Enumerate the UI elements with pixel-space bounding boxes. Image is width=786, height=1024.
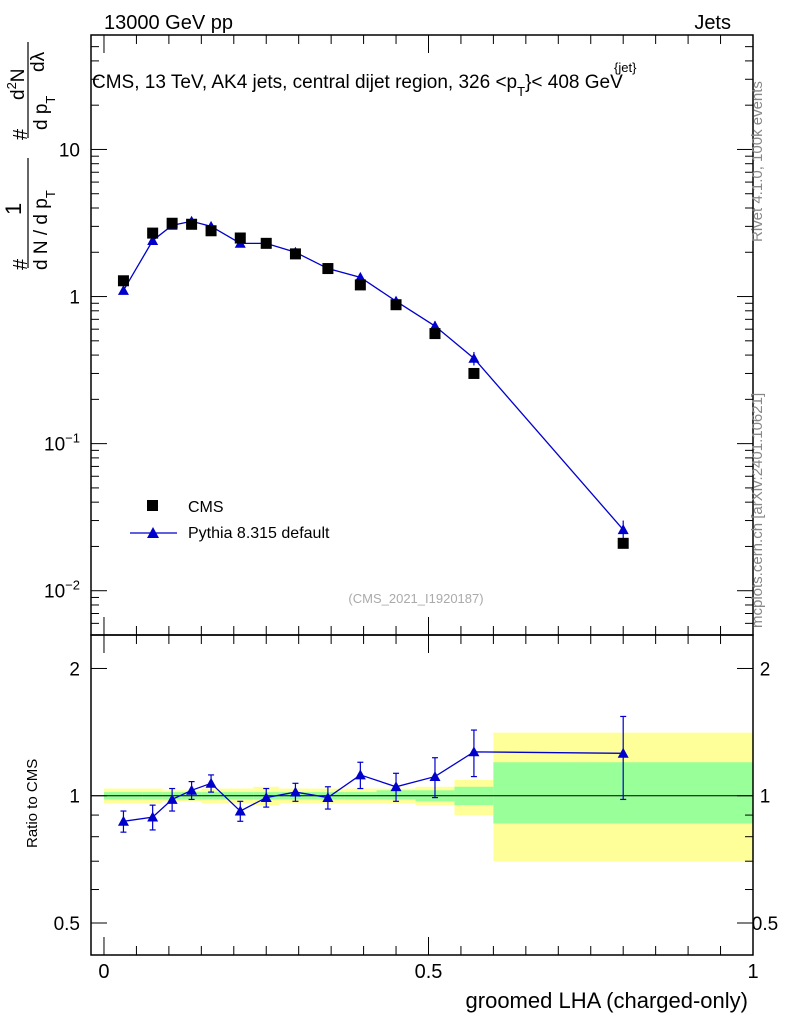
x-axis-label: groomed LHA (charged-only) (466, 988, 748, 1013)
cms-point (117, 275, 129, 287)
analysis-watermark: (CMS_2021_I1920187) (348, 591, 483, 606)
mcplots-label: mcplots.cern.ch [arXiv:2401.10621] (749, 393, 766, 628)
ylabel-d2n-sup: 2 (4, 82, 19, 89)
minor-ticks (91, 34, 753, 955)
plot-title-sup: {jet} (614, 60, 637, 75)
legend-pythia-marker (147, 527, 159, 538)
ratio-ytick-label-right: 2 (760, 659, 771, 680)
ylabel-one: 1 (1, 203, 26, 215)
top-ytick-label-base: 10 (59, 140, 80, 161)
cms-point (354, 279, 366, 291)
ratio-ytick-label-right: 0.5 (752, 914, 778, 935)
top-ytick-label-base: 10 (44, 582, 65, 603)
cms-point (234, 232, 246, 244)
cms-point (390, 299, 402, 311)
ratio-point (186, 784, 198, 795)
legend-cms-marker (147, 500, 158, 511)
cms-point (166, 217, 178, 229)
ratio-ytick-label-right: 1 (760, 787, 771, 808)
plot-title-sub: T (517, 84, 525, 99)
ratio-ytick-label-left: 0.5 (54, 914, 80, 935)
ylabel-dn: d N / d pT (31, 190, 58, 270)
ratio-uncertainty-bands (103, 732, 753, 862)
rivet-label: Rivet 4.1.0, 100k events (749, 81, 766, 242)
top-ytick-label-exp: −1 (65, 431, 80, 446)
ratio-point (117, 815, 129, 826)
top-ytick-label-base: 10 (44, 435, 65, 456)
top-ytick-label-base: 1 (69, 288, 80, 309)
ylabel-d2n: d2N (4, 68, 29, 100)
cms-point (147, 227, 159, 239)
ratio-point (147, 811, 159, 822)
ratio-point (260, 792, 272, 802)
pythia-point (117, 284, 129, 295)
legend: CMS Pythia 8.315 default (130, 499, 330, 542)
cms-point (186, 218, 198, 230)
top-plot-frame (90, 34, 754, 636)
ratio-points (117, 715, 629, 833)
ratio-point (617, 747, 629, 758)
pythia-point (429, 320, 441, 331)
ylabel-dn-main: d N / d p (31, 198, 52, 270)
ratio-point (322, 792, 334, 802)
legend-pythia-label: Pythia 8.315 default (188, 525, 330, 542)
xtick-label: 1 (747, 961, 758, 983)
ylabel-hash1: # (10, 258, 32, 270)
ratio-point (354, 769, 366, 780)
ratio-pythia-line (123, 751, 624, 822)
cms-point (260, 237, 272, 249)
pythia-points (117, 215, 629, 541)
xtick-label: 0 (98, 961, 109, 983)
plot-title: CMS, 13 TeV, AK4 jets, central dijet reg… (92, 72, 623, 99)
pythia-point (147, 235, 159, 246)
ylabel-dp-main: d p (31, 104, 52, 130)
xtick-label: 0.5 (415, 961, 443, 983)
top-y-axis-label: # 1 d N / d pT # d2N d pT dλ (1, 42, 58, 270)
ratio-point (289, 786, 301, 797)
cms-points (117, 217, 629, 549)
ylabel-hash2: # (10, 128, 32, 140)
ratio-ytick-label-left: 2 (69, 659, 80, 680)
ratio-point (234, 805, 246, 816)
pythia-point (354, 271, 366, 282)
top-ytick-label: 10 (59, 140, 80, 161)
cms-point (468, 367, 480, 379)
pythia-point (617, 524, 629, 535)
ylabel-dp: d pT (31, 96, 58, 130)
ratio-plot-frame (90, 634, 754, 956)
header-left: 13000 GeV pp (104, 12, 233, 34)
plot-title-end: }< 408 GeV (525, 72, 623, 93)
ratio-point (390, 781, 402, 792)
ylabel-d2n-main: d (8, 89, 29, 100)
header-right: Jets (694, 12, 731, 34)
legend-cms-label: CMS (188, 499, 224, 516)
cms-point (205, 225, 217, 237)
ratio-point (205, 777, 217, 788)
ratio-y-axis-label: Ratio to CMS (24, 759, 41, 848)
pythia-line (122, 220, 624, 531)
plot-title-main: CMS, 13 TeV, AK4 jets, central dijet reg… (92, 72, 517, 93)
top-ytick-label: 10−1 (44, 431, 80, 456)
x-tick-labels: 0 0.5 1 (98, 961, 758, 983)
ylabel-d2n-end: N (8, 68, 29, 82)
ylabel-dlambda: dλ (28, 51, 49, 72)
cms-point (617, 537, 629, 549)
cms-point (322, 263, 334, 275)
ylabel-dn-sub: T (43, 190, 58, 198)
ratio-y-tick-labels: 0.5 0.5 1 1 2 2 (54, 659, 779, 935)
top-ytick-label: 10−2 (44, 578, 80, 603)
pythia-point (468, 352, 480, 363)
top-ytick-label: 1 (69, 288, 80, 309)
ylabel-dp-sub: T (43, 96, 58, 104)
cms-point (429, 328, 441, 340)
top-ytick-label-exp: −2 (65, 578, 80, 593)
ratio-point (429, 771, 441, 781)
ratio-point (166, 793, 178, 804)
ratio-point (468, 746, 480, 757)
ratio-ytick-label-left: 1 (69, 787, 80, 808)
cms-point (289, 248, 301, 260)
